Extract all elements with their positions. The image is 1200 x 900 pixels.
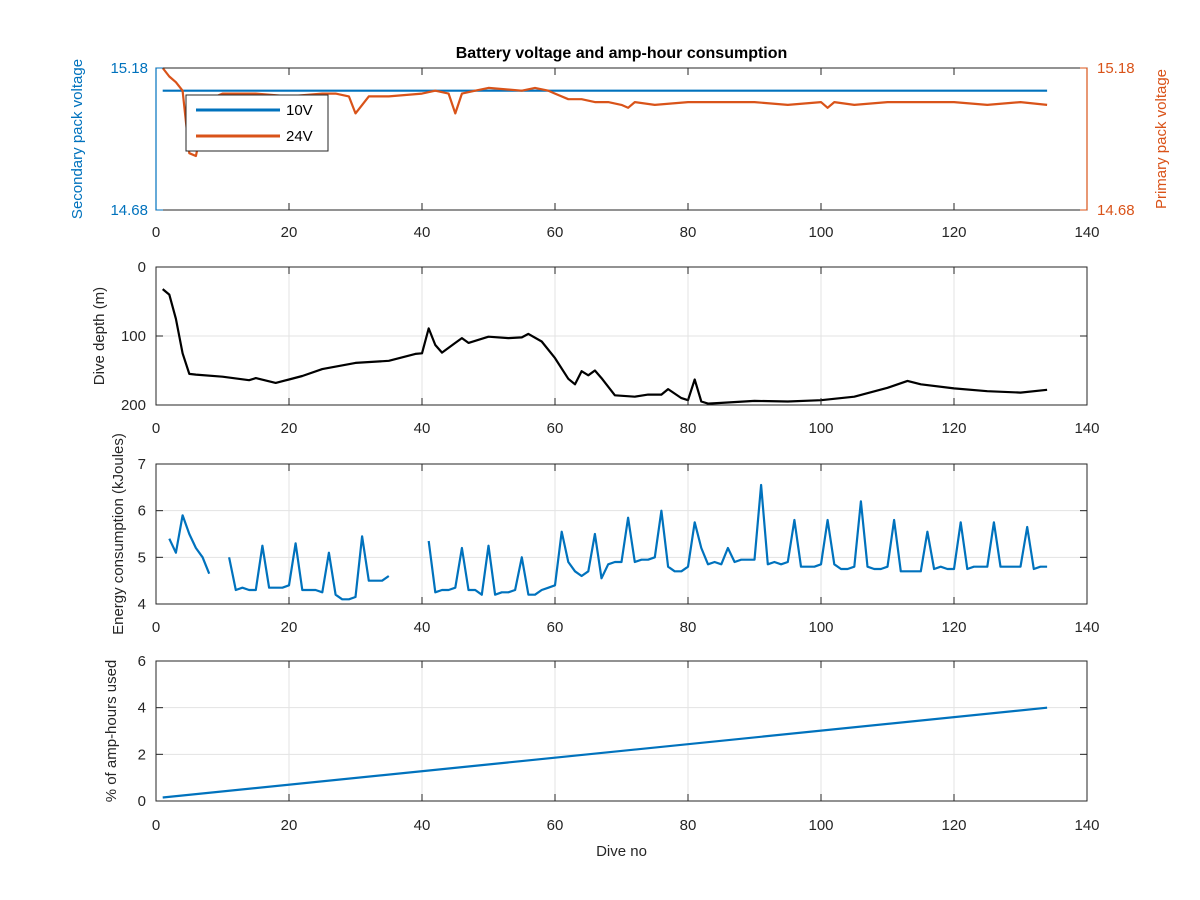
series-line-1	[162, 706, 1048, 799]
x-tick-label: 20	[281, 619, 298, 636]
x-tick-label: 0	[152, 224, 160, 241]
x-tick-label: 40	[414, 420, 431, 437]
x-tick-label: 60	[547, 817, 564, 834]
x-tick-label: 120	[941, 817, 966, 834]
y-axis-label: Secondary pack voltage	[69, 59, 86, 219]
x-tick-label: 60	[547, 619, 564, 636]
y-tick-label: 6	[138, 503, 146, 520]
y-tick-label: 14.68	[110, 202, 148, 219]
x-tick-label: 140	[1074, 224, 1099, 241]
axes-box	[155, 463, 1088, 605]
x-tick-label: 80	[680, 619, 697, 636]
y-tick-label: 6	[138, 653, 146, 670]
x-tick-label: 120	[941, 619, 966, 636]
subplot-4: 0 20 40 60 80 100 120 140 0 2 4 6 % of amp-hours use…	[103, 653, 1100, 860]
plot-area	[156, 464, 1087, 604]
x-tick-label: 0	[152, 619, 160, 636]
x-tick-label: 120	[941, 420, 966, 437]
y-axis-label: % of amp-hours used	[103, 660, 120, 803]
subplot-3: 0 20 40 60 80 100 120 140 4 5 6 7 Energy consumption…	[110, 433, 1100, 636]
legend-label: 10V	[286, 102, 313, 119]
y-tick-label: 0	[138, 259, 146, 276]
plot-area	[156, 661, 1087, 801]
legend-box	[185, 94, 329, 152]
x-tick-label: 140	[1074, 420, 1099, 437]
x-tick-label: 0	[152, 817, 160, 834]
x-tick-label: 40	[414, 817, 431, 834]
x-tick-label: 80	[680, 817, 697, 834]
y-tick-label: 100	[121, 328, 146, 345]
subplot-2: 0 20 40 60 80 100 120 140 0 100 200 Dive depth (m)	[91, 259, 1100, 437]
legend-label: 24V	[286, 128, 313, 145]
x-tick-label: 60	[547, 224, 564, 241]
y-tick-label: 0	[138, 793, 146, 810]
x-tick-label: 100	[808, 224, 833, 241]
x-tick-label: 20	[281, 817, 298, 834]
x-tick-label: 80	[680, 420, 697, 437]
y-axis-label: Dive depth (m)	[91, 287, 108, 385]
subplot-1: 0 20 40 60 80 100 120 140 14.68 15.18 14.68 15.18 Se…	[69, 45, 1170, 241]
y-tick-label: 4	[138, 700, 146, 717]
series-line-24v	[161, 67, 1048, 158]
y-tick-label: 4	[138, 596, 146, 613]
y-tick-label: 15.18	[110, 60, 148, 77]
x-tick-label: 100	[808, 817, 833, 834]
x-tick-label: 20	[281, 224, 298, 241]
x-tick-label: 140	[1074, 619, 1099, 636]
y-right-tick-label: 14.68	[1097, 202, 1135, 219]
series-line-1	[168, 483, 1048, 601]
y-tick-label: 2	[138, 746, 146, 763]
y-tick-label: 7	[138, 456, 146, 473]
x-tick-label: 0	[152, 420, 160, 437]
x-tick-label: 40	[414, 224, 431, 241]
y-axis-label: Energy consumption (kJoules)	[110, 433, 127, 635]
x-tick-label: 20	[281, 420, 298, 437]
x-tick-label: 60	[547, 420, 564, 437]
chart-title: Battery voltage and amp-hour consumption	[456, 45, 788, 62]
x-tick-label: 100	[808, 619, 833, 636]
axes-box	[155, 660, 1088, 802]
y-right-tick-label: 15.18	[1097, 60, 1135, 77]
x-tick-label: 120	[941, 224, 966, 241]
x-axis-label: Dive no	[596, 843, 647, 860]
x-tick-label: 80	[680, 224, 697, 241]
y-tick-label: 200	[121, 397, 146, 414]
x-tick-label: 140	[1074, 817, 1099, 834]
x-tick-label: 100	[808, 420, 833, 437]
series-line-1	[161, 288, 1048, 405]
legend: 10V 24V	[185, 94, 329, 152]
y-tick-label: 5	[138, 549, 146, 566]
y-axis-label-right: Primary pack voltage	[1153, 69, 1170, 209]
x-tick-label: 40	[414, 619, 431, 636]
